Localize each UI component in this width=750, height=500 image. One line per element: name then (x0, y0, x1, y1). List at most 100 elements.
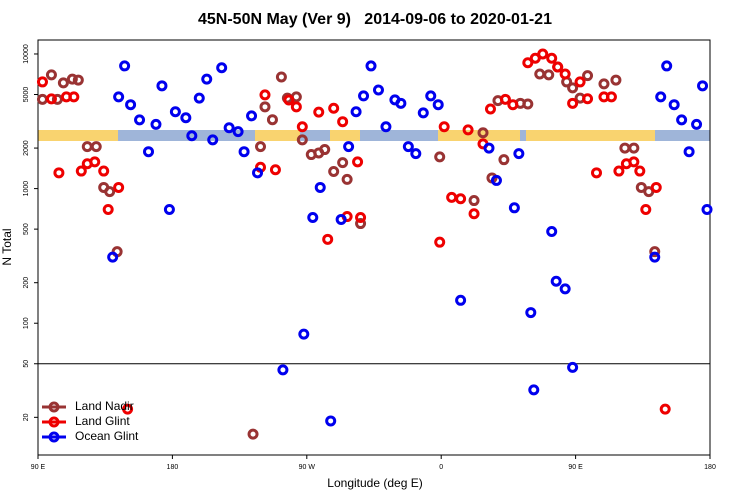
y-tick-label: 200 (23, 277, 30, 289)
point (68, 91, 80, 103)
point (619, 142, 631, 154)
point (75, 165, 87, 177)
point (201, 73, 213, 85)
point (246, 110, 258, 122)
point (598, 78, 610, 90)
x-tick-label: 180 (704, 464, 716, 471)
point (484, 103, 496, 115)
point (36, 93, 48, 105)
point (143, 146, 155, 158)
point (113, 181, 125, 193)
point (432, 99, 444, 111)
point (358, 90, 370, 102)
point (483, 142, 495, 154)
point (446, 191, 458, 203)
point (522, 98, 534, 110)
point (701, 203, 713, 215)
point (455, 294, 467, 306)
point (508, 202, 520, 214)
point (275, 71, 287, 83)
point (45, 69, 57, 81)
point (513, 148, 525, 160)
point (499, 93, 511, 105)
point (410, 148, 422, 160)
point (122, 403, 134, 415)
point (290, 101, 302, 113)
point (163, 203, 175, 215)
point (591, 167, 603, 179)
chart-title: 45N-50N May (Ver 9) 2014-09-06 to 2020-0… (198, 11, 552, 28)
series (36, 61, 661, 440)
point (180, 112, 192, 124)
x-tick-label: 0 (439, 464, 443, 471)
point (659, 403, 671, 415)
x-tick-label: 180 (167, 464, 179, 471)
point (649, 251, 661, 263)
point (534, 68, 546, 80)
point (355, 218, 367, 230)
point (438, 121, 450, 133)
point (51, 93, 63, 105)
point (507, 99, 519, 111)
legend-label: Land Glint (75, 414, 130, 428)
point (335, 213, 347, 225)
y-tick-label: 1000 (23, 181, 30, 197)
legend-marker (48, 416, 60, 428)
point (610, 74, 622, 86)
y-tick-label: 2000 (23, 140, 30, 156)
point (546, 226, 558, 238)
point (119, 60, 131, 72)
point (613, 165, 625, 177)
point (232, 126, 244, 138)
y-tick-label: 50 (23, 360, 30, 368)
point (72, 74, 84, 86)
land-ocean-band (38, 130, 710, 141)
point (355, 212, 367, 224)
point (522, 57, 534, 69)
point (216, 62, 228, 74)
point (352, 156, 364, 168)
point (314, 181, 326, 193)
point (395, 97, 407, 109)
y-tick-label: 5000 (23, 87, 30, 103)
point (207, 134, 219, 146)
y-tick-label: 20 (23, 413, 30, 421)
point (247, 428, 259, 440)
y-axis-label: N Total (0, 228, 14, 265)
x-tick-label: 90 E (568, 464, 583, 471)
point (537, 48, 549, 60)
point (57, 77, 69, 89)
point (156, 80, 168, 92)
point (150, 118, 162, 130)
point (434, 236, 446, 248)
point (628, 156, 640, 168)
y-tick-label: 500 (23, 223, 30, 235)
point (277, 364, 289, 376)
point (567, 361, 579, 373)
point (691, 118, 703, 130)
x-tick-label: 90 W (299, 464, 316, 471)
point (490, 174, 502, 186)
point (169, 106, 181, 118)
point (455, 193, 467, 205)
point (668, 99, 680, 111)
point (550, 275, 562, 287)
series (36, 48, 671, 415)
point (350, 106, 362, 118)
point (98, 165, 110, 177)
point (434, 151, 446, 163)
point (259, 89, 271, 101)
point (649, 246, 661, 258)
point (36, 76, 48, 88)
point (337, 157, 349, 169)
x-axis-label: Longitude (deg E) (327, 476, 422, 490)
point (655, 91, 667, 103)
point (559, 68, 571, 80)
point (255, 141, 267, 153)
point (582, 93, 594, 105)
point (605, 91, 617, 103)
point (53, 167, 65, 179)
point (528, 384, 540, 396)
point (661, 60, 673, 72)
point (186, 130, 198, 142)
